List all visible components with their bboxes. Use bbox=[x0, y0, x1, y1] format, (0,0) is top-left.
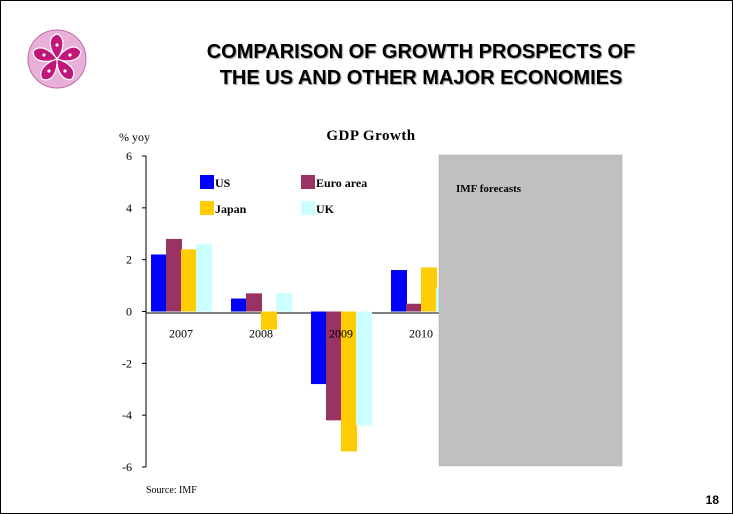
legend-label: US bbox=[215, 176, 231, 190]
y-tick-label: -2 bbox=[122, 356, 132, 370]
y-tick-label: 2 bbox=[126, 253, 132, 267]
bar-us-2009 bbox=[311, 311, 327, 385]
bar-japan-2010 bbox=[421, 267, 437, 312]
legend-swatch-uk bbox=[301, 201, 315, 215]
y-tick-label: -6 bbox=[122, 460, 132, 474]
legend-swatch-japan bbox=[200, 201, 214, 215]
bar-uk-2009 bbox=[356, 311, 372, 426]
x-tick-label: 2010 bbox=[409, 327, 433, 341]
y-tick-label: 4 bbox=[126, 201, 132, 215]
x-tick-label: 2008 bbox=[249, 327, 273, 341]
forecast-region bbox=[438, 154, 623, 467]
x-tick-label: 2007 bbox=[169, 327, 193, 341]
source-note: Source: IMF bbox=[146, 485, 197, 496]
bar-euro-area-2007 bbox=[166, 238, 182, 312]
bar-japan-2007 bbox=[181, 249, 197, 312]
bar-us-2010 bbox=[391, 270, 407, 312]
y-tick-label: 0 bbox=[126, 305, 132, 319]
bar-uk-2007 bbox=[196, 244, 212, 312]
bar-japan-2009 bbox=[341, 311, 357, 452]
page-number: 18 bbox=[705, 493, 719, 507]
bauhinia-flower-icon bbox=[27, 29, 87, 89]
legend-label: UK bbox=[316, 202, 335, 216]
legend: US Euro area Japan UK bbox=[200, 175, 367, 216]
legend-swatch-euro-area bbox=[301, 175, 315, 189]
bar-us-2008 bbox=[231, 298, 247, 312]
forecast-label: IMF forecasts bbox=[456, 183, 522, 195]
bar-euro-area-2009 bbox=[326, 311, 342, 421]
y-tick-label: 6 bbox=[126, 149, 132, 163]
bar-euro-area-2010 bbox=[406, 303, 422, 312]
bar-group bbox=[151, 238, 452, 452]
y-axis-label: % yoy bbox=[119, 130, 150, 144]
bar-us-2007 bbox=[151, 254, 167, 312]
y-axis-ticks: -6 -4 -2 0 2 4 6 bbox=[122, 149, 146, 474]
slide-title-line-1: COMPARISON OF GROWTH PROSPECTS OF bbox=[206, 41, 636, 63]
slide-title: COMPARISON OF GROWTH PROSPECTS OF THE US… bbox=[101, 39, 732, 91]
legend-label: Euro area bbox=[316, 176, 367, 190]
slide-title-line-2: THE US AND OTHER MAJOR ECONOMIES bbox=[219, 67, 623, 89]
bar-japan-2008 bbox=[261, 311, 277, 330]
legend-swatch-us bbox=[200, 175, 214, 189]
y-tick-label: -4 bbox=[122, 408, 132, 422]
chart-title: GDP Growth bbox=[326, 128, 415, 144]
x-tick-label: 2009 bbox=[329, 327, 353, 341]
bar-euro-area-2008 bbox=[246, 293, 262, 312]
bar-uk-2008 bbox=[276, 293, 292, 312]
x-axis-labels: 2007 2008 2009 2010 bbox=[169, 327, 433, 341]
legend-label: Japan bbox=[215, 202, 247, 216]
